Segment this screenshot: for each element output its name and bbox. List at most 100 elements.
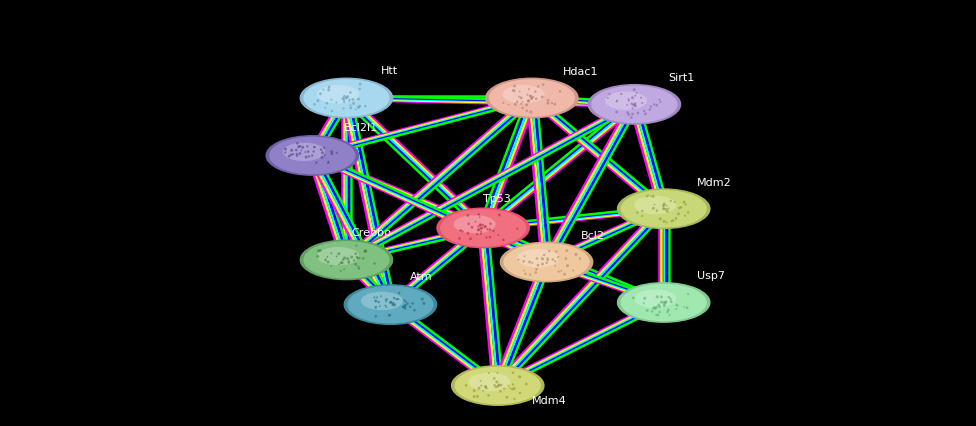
Point (511, 374, 527, 380)
Point (302, 153, 317, 160)
Point (667, 199, 682, 205)
Point (358, 248, 374, 254)
Point (501, 382, 516, 389)
Point (333, 268, 348, 274)
Point (329, 150, 345, 156)
Point (388, 296, 404, 302)
Point (283, 151, 299, 158)
Point (524, 259, 540, 266)
Point (491, 382, 507, 389)
Point (319, 100, 335, 106)
Point (680, 291, 696, 298)
Point (324, 150, 340, 157)
Point (676, 303, 692, 310)
Point (625, 111, 640, 118)
Point (651, 301, 667, 308)
Circle shape (265, 135, 359, 176)
Point (477, 383, 493, 390)
Point (507, 385, 522, 392)
Point (502, 385, 517, 391)
Point (453, 227, 468, 234)
Circle shape (504, 243, 590, 281)
Text: Tp53: Tp53 (483, 195, 510, 204)
Point (350, 255, 366, 262)
Point (352, 86, 368, 92)
Point (346, 96, 361, 103)
Point (661, 205, 676, 212)
Point (621, 97, 636, 104)
Point (317, 152, 333, 159)
Point (630, 109, 646, 116)
Point (473, 382, 489, 389)
Point (601, 91, 617, 98)
Point (486, 375, 502, 382)
Point (634, 100, 650, 106)
Point (637, 110, 653, 117)
Point (306, 101, 322, 108)
Point (372, 303, 387, 310)
Text: Mdm2: Mdm2 (697, 178, 732, 188)
Circle shape (591, 86, 677, 123)
Point (382, 312, 397, 319)
Point (652, 304, 668, 311)
Point (522, 271, 538, 278)
Point (277, 149, 293, 156)
Point (625, 105, 640, 112)
Point (650, 312, 666, 319)
Circle shape (269, 137, 355, 174)
Point (340, 93, 355, 100)
Point (314, 154, 330, 161)
Point (540, 255, 555, 262)
Point (518, 380, 534, 387)
Point (483, 220, 499, 227)
Point (643, 193, 659, 200)
Point (481, 392, 497, 399)
Point (343, 89, 358, 96)
Point (320, 159, 336, 166)
Point (488, 383, 504, 390)
Point (528, 88, 544, 95)
Point (398, 299, 414, 305)
Point (473, 228, 489, 235)
Point (553, 268, 569, 274)
Point (519, 91, 535, 98)
Point (324, 108, 340, 115)
Point (496, 385, 511, 392)
Point (637, 295, 653, 302)
Point (469, 393, 485, 400)
Point (609, 97, 625, 104)
Point (336, 105, 351, 112)
Point (652, 309, 668, 316)
Point (471, 211, 487, 218)
Point (627, 86, 642, 93)
Point (321, 86, 337, 93)
Point (298, 149, 313, 155)
Point (556, 271, 572, 278)
Point (471, 226, 487, 233)
Point (455, 228, 470, 235)
Point (660, 308, 675, 315)
Point (676, 199, 692, 205)
Point (539, 259, 554, 266)
Point (658, 206, 673, 213)
Point (524, 95, 540, 101)
Point (318, 256, 334, 263)
Point (305, 148, 321, 155)
Point (671, 205, 687, 212)
Point (507, 395, 522, 402)
Point (378, 302, 393, 309)
Point (662, 312, 677, 319)
Circle shape (304, 79, 389, 117)
Point (386, 301, 402, 308)
Circle shape (436, 207, 530, 248)
Point (348, 242, 364, 249)
Circle shape (317, 85, 359, 104)
Point (559, 262, 575, 269)
Point (368, 297, 384, 304)
Point (285, 151, 301, 158)
Point (535, 94, 550, 101)
Point (548, 262, 563, 269)
Point (348, 106, 364, 113)
Point (529, 266, 545, 273)
Point (379, 304, 394, 311)
